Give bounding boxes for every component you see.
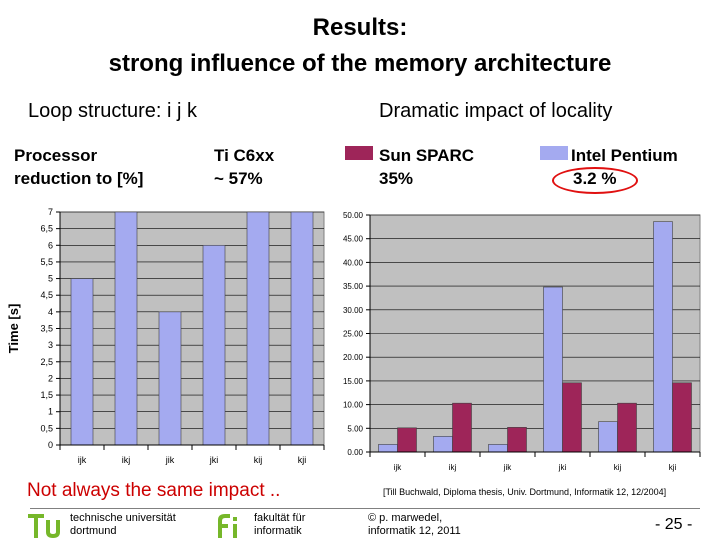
tu-logo-icon (28, 514, 60, 538)
bar (378, 444, 398, 453)
bar (507, 427, 527, 453)
bar (158, 311, 182, 446)
y-tick-label: 3 (48, 340, 53, 350)
x-tick-label: ijk (394, 463, 403, 472)
bar (452, 402, 472, 453)
x-tick-label: jki (558, 463, 567, 472)
author-credit-line1: © p. marwedel, (368, 512, 443, 524)
pentium-header-line1: Intel Pentium (571, 146, 678, 165)
bar (290, 211, 314, 446)
tu-name-line2: dortmund (70, 525, 117, 537)
y-tick-label: 2 (48, 373, 53, 383)
ti-header-line1: Ti C6xx (214, 146, 275, 165)
bar (433, 436, 453, 453)
y-tick-label: 3,5 (40, 324, 53, 334)
bar (598, 421, 618, 453)
bar (114, 211, 138, 446)
y-tick-label: 4 (48, 307, 53, 317)
bar (488, 444, 508, 453)
processor-header-line2: reduction to [%] (14, 169, 144, 188)
x-tick-label: jik (503, 463, 513, 472)
y-tick-label: 45.00 (343, 235, 364, 244)
highlight-ellipse (552, 167, 638, 194)
sparc-color-swatch (345, 146, 373, 160)
y-tick-label: 1 (48, 407, 53, 417)
pentium-color-swatch (540, 146, 568, 160)
processor-header-line1: Processor (14, 146, 98, 165)
bar (70, 278, 94, 446)
slide-title-line2: strong influence of the memory architect… (108, 50, 612, 77)
y-tick-label: 35.00 (343, 282, 364, 291)
y-tick-label: 5 (48, 274, 53, 284)
citation: [Till Buchwald, Diploma thesis, Univ. Do… (383, 487, 667, 497)
tu-name: technische universität dortmund (70, 512, 176, 538)
bar (653, 221, 673, 453)
x-tick-label: kij (614, 463, 622, 472)
y-tick-label: 6 (48, 240, 53, 250)
sparc-header-line2: 35% (379, 169, 414, 188)
y-tick-label: 25.00 (343, 330, 364, 339)
subtitle-right: Dramatic impact of locality (379, 100, 613, 122)
y-tick-label: 5.00 (347, 424, 363, 433)
y-tick-label: 2,5 (40, 357, 53, 367)
y-tick-label: 6,5 (40, 224, 53, 234)
bar (562, 382, 582, 453)
slide-title-line1: Results: (312, 14, 408, 41)
sparc-header: Sun SPARC 35% (379, 144, 474, 190)
tu-name-line1: technische universität (70, 512, 176, 524)
bar (543, 286, 563, 453)
x-tick-label: jki (209, 455, 219, 465)
ti-header: Ti C6xx ~ 57% (214, 144, 274, 190)
fi-name-line1: fakultät für (254, 512, 306, 524)
author-credit-line2: informatik 12, 2011 (368, 525, 461, 537)
bar (672, 382, 692, 453)
x-tick-label: jik (165, 455, 175, 465)
processor-header: Processor reduction to [%] (14, 144, 143, 190)
y-axis-title: Time [s] (6, 304, 21, 354)
x-tick-label: kij (254, 455, 263, 465)
y-tick-label: 0.00 (347, 448, 363, 457)
y-tick-label: 0,5 (40, 423, 53, 433)
x-tick-label: ikj (449, 463, 457, 472)
x-tick-label: kji (669, 463, 677, 472)
y-tick-label: 40.00 (343, 258, 364, 267)
y-tick-label: 5,5 (40, 257, 53, 267)
y-tick-label: 1,5 (40, 390, 53, 400)
y-tick-label: 15.00 (343, 377, 364, 386)
y-tick-label: 30.00 (343, 306, 364, 315)
y-tick-label: 7 (48, 207, 53, 217)
footer-divider (30, 508, 700, 509)
sparc-header-line1: Sun SPARC (379, 146, 475, 165)
locality-bar-chart: 0.00 5.00 10.00 15.00 20.00 25.00 30.00 35.00 40… (343, 211, 701, 472)
y-tick-label: 4,5 (40, 290, 53, 300)
x-tick-label: ikj (122, 455, 131, 465)
y-tick-label: 10.00 (343, 401, 364, 410)
x-tick-label: kji (298, 455, 307, 465)
bar (397, 427, 417, 453)
bar (202, 244, 226, 446)
fi-logo-icon (218, 514, 237, 538)
subtitle-left: Loop structure: i j k (28, 100, 197, 122)
y-tick-label: 20.00 (343, 353, 364, 362)
x-tick-label: ijk (78, 455, 87, 465)
fi-name-line2: informatik (254, 525, 302, 537)
bar (246, 211, 270, 446)
y-tick-label: 50.00 (343, 211, 364, 220)
impact-note: Not always the same impact .. (27, 480, 281, 501)
page-number: - 25 - (655, 516, 693, 533)
fi-name: fakultät für informatik (254, 512, 305, 538)
ti-header-line2: ~ 57% (214, 169, 263, 188)
bar (617, 402, 637, 453)
author-credit: © p. marwedel, informatik 12, 2011 (368, 512, 461, 538)
time-bar-chart: 0 0,5 1 1,5 2 2,5 3 3,5 4 4,5 5 5,5 6 6,5 7 ijk ikj jik jk… (6, 207, 325, 465)
y-tick-label: 0 (48, 440, 53, 450)
